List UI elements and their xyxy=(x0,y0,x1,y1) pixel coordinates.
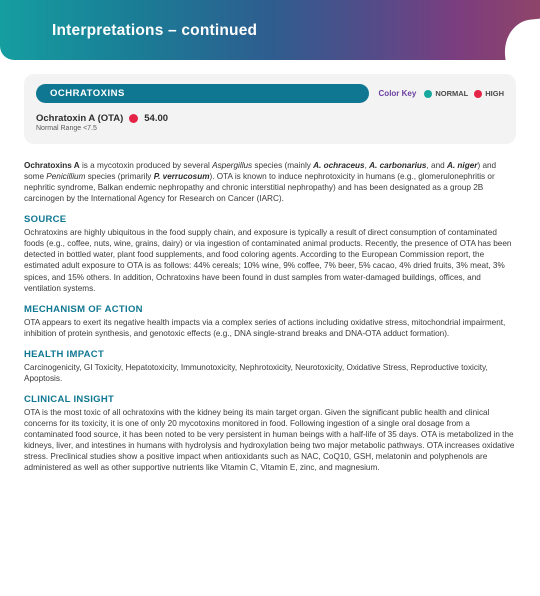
category-pill: OCHRATOXINS xyxy=(36,84,369,103)
intro-c2: , and xyxy=(426,161,447,170)
intro-b4: P. verrucosum xyxy=(154,172,210,181)
heading-source: SOURCE xyxy=(24,214,516,225)
intro-paragraph: Ochratoxins A is a mycotoxin produced by… xyxy=(24,160,516,204)
page-title: Interpretations – continued xyxy=(0,0,540,40)
high-dot-icon xyxy=(474,90,482,98)
intro-b2: A. carbonarius xyxy=(369,161,426,170)
color-key-label: Color Key xyxy=(379,89,417,98)
intro-ital2: Penicillium xyxy=(46,172,85,181)
legend-normal: NORMAL xyxy=(424,89,468,98)
text-source: Ochratoxins are highly ubiquitous in the… xyxy=(24,227,516,293)
intro-t1b: species (mainly xyxy=(252,161,313,170)
card-header-row: OCHRATOXINS Color Key NORMAL HIGH xyxy=(36,84,504,103)
result-card: OCHRATOXINS Color Key NORMAL HIGH Ochrat… xyxy=(24,74,516,144)
text-health: Carcinogenicity, GI Toxicity, Hepatotoxi… xyxy=(24,362,516,384)
text-mechanism: OTA appears to exert its negative health… xyxy=(24,317,516,339)
heading-health: HEALTH IMPACT xyxy=(24,349,516,360)
page-header-band: Interpretations – continued xyxy=(0,0,540,60)
content-area: OCHRATOXINS Color Key NORMAL HIGH Ochrat… xyxy=(0,60,540,473)
heading-mechanism: MECHANISM OF ACTION xyxy=(24,304,516,315)
intro-ital1: Aspergillus xyxy=(212,161,252,170)
intro-lead: Ochratoxins A xyxy=(24,161,80,170)
legend-high-label: HIGH xyxy=(485,89,504,98)
heading-clinical: CLINICAL INSIGHT xyxy=(24,394,516,405)
result-row: Ochratoxin A (OTA) 54.00 xyxy=(36,113,504,124)
result-name: Ochratoxin A (OTA) xyxy=(36,113,123,124)
normal-dot-icon xyxy=(424,90,432,98)
result-status-dot-icon xyxy=(129,114,138,123)
intro-t1: is a mycotoxin produced by several xyxy=(80,161,212,170)
text-clinical: OTA is the most toxic of all ochratoxins… xyxy=(24,407,516,473)
legend-normal-label: NORMAL xyxy=(435,89,468,98)
result-range: Normal Range <7.5 xyxy=(36,125,504,132)
result-value: 54.00 xyxy=(144,113,168,124)
intro-b1: A. ochraceus xyxy=(313,161,364,170)
intro-b3: A. niger xyxy=(447,161,477,170)
intro-t3: species (primarily xyxy=(85,172,153,181)
legend-high: HIGH xyxy=(474,89,504,98)
